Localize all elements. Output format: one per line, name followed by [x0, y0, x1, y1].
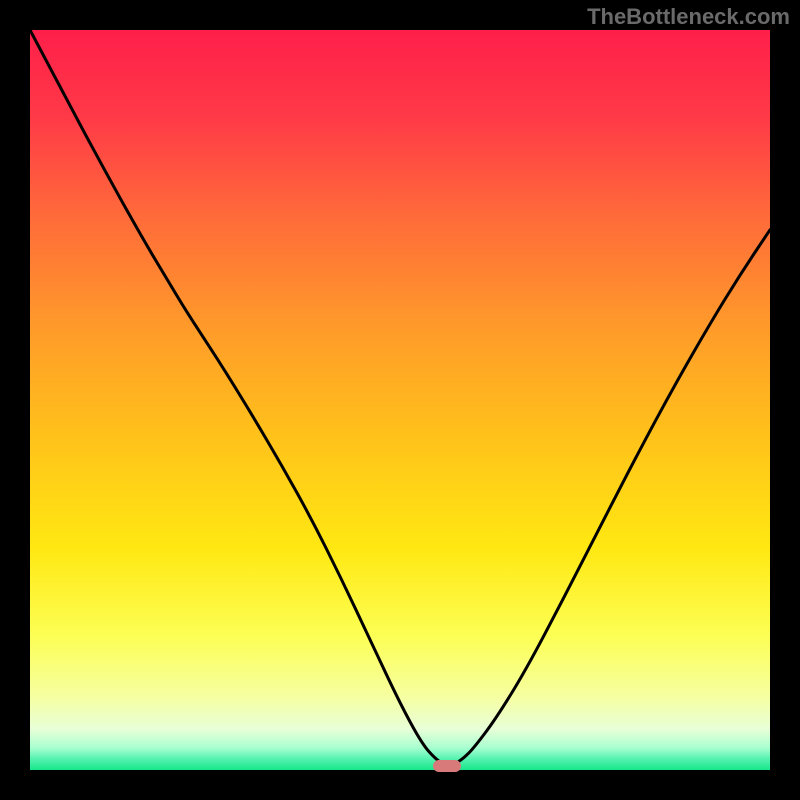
plot-area [30, 30, 770, 770]
bottleneck-curve [30, 30, 770, 770]
optimal-marker [433, 760, 461, 772]
chart-container: TheBottleneck.com [0, 0, 800, 800]
watermark-text: TheBottleneck.com [587, 4, 790, 30]
